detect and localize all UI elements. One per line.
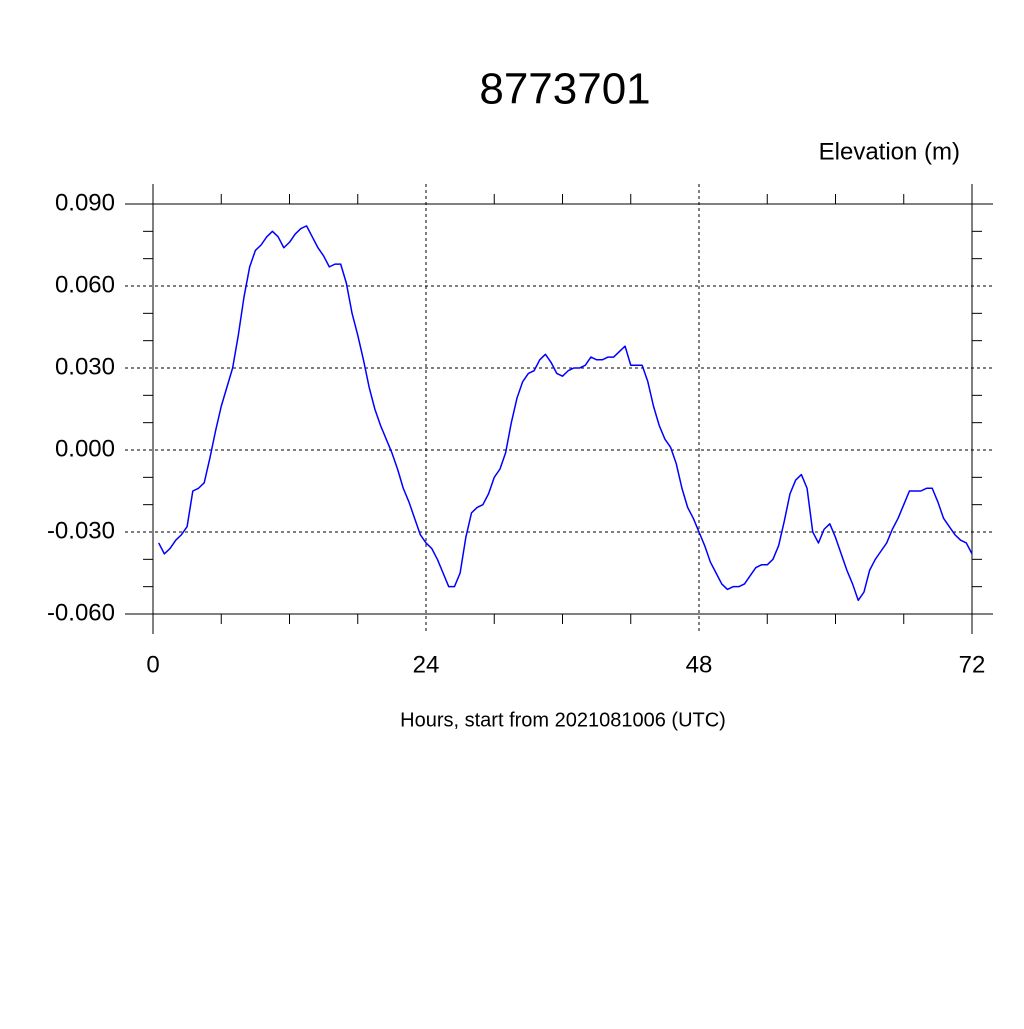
data-line bbox=[158, 225, 973, 602]
x-tick-label: 24 bbox=[413, 651, 440, 678]
chart-title: 8773701 bbox=[479, 65, 650, 114]
y-tick-label: 0.030 bbox=[55, 353, 115, 380]
y-tick-label: -0.030 bbox=[47, 517, 115, 544]
y-tick-label: 0.090 bbox=[55, 189, 115, 216]
y-tick-label: -0.060 bbox=[47, 599, 115, 626]
y-tick-label: 0.060 bbox=[55, 271, 115, 298]
x-axis-label: Hours, start from 2021081006 (UTC) bbox=[400, 709, 726, 731]
x-tick-label: 48 bbox=[686, 651, 713, 678]
x-tick-label: 0 bbox=[146, 651, 159, 678]
y-tick-label: 0.000 bbox=[55, 435, 115, 462]
x-tick-label: 72 bbox=[959, 651, 986, 678]
chart-subtitle: Elevation (m) bbox=[819, 138, 960, 165]
